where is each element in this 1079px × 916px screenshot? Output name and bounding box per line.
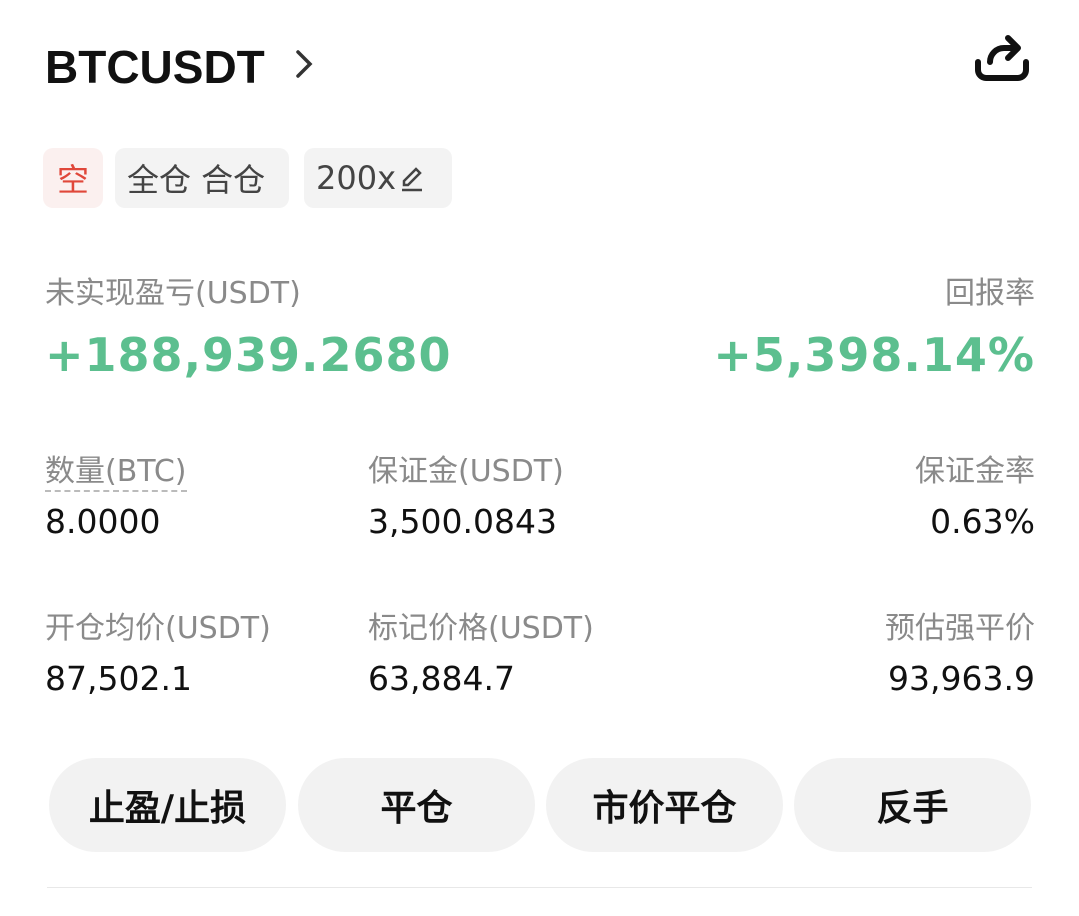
margin-ratio-value: 0.63% [930,502,1035,541]
close-button[interactable]: 平仓 [298,758,535,852]
roe-value: +5,398.14% [713,328,1035,382]
margin-ratio-label: 保证金率 [915,454,1035,489]
liq-price-value: 93,963.9 [888,659,1035,698]
edit-icon [402,167,423,192]
leverage-value: 200x [316,159,397,197]
divider [47,887,1032,888]
unrealized-pnl-value: +188,939.2680 [45,328,452,382]
reverse-button[interactable]: 反手 [794,758,1031,852]
symbol-title[interactable]: BTCUSDT [45,41,265,93]
leverage-badge[interactable]: 200x [304,148,452,208]
share-icon[interactable] [970,32,1034,88]
liq-price-label: 预估强平价 [885,611,1035,646]
margin-label: 保证金(USDT) [368,454,564,489]
chevron-right-icon[interactable] [290,44,320,84]
entry-price-label: 开仓均价(USDT) [45,611,271,646]
margin-value: 3,500.0843 [368,502,557,541]
tpsl-button[interactable]: 止盈/止损 [49,758,286,852]
quantity-label[interactable]: 数量(BTC) [45,446,187,492]
mark-price-value: 63,884.7 [368,659,515,698]
roe-label: 回报率 [945,276,1035,311]
quantity-value: 8.0000 [45,502,161,541]
market-close-button[interactable]: 市价平仓 [546,758,783,852]
unrealized-pnl-label: 未实现盈亏(USDT) [45,276,301,311]
entry-price-value: 87,502.1 [45,659,192,698]
side-badge: 空 [43,148,103,208]
mark-price-label: 标记价格(USDT) [368,611,594,646]
margin-mode-badge[interactable]: 全仓 合仓 [115,148,289,208]
